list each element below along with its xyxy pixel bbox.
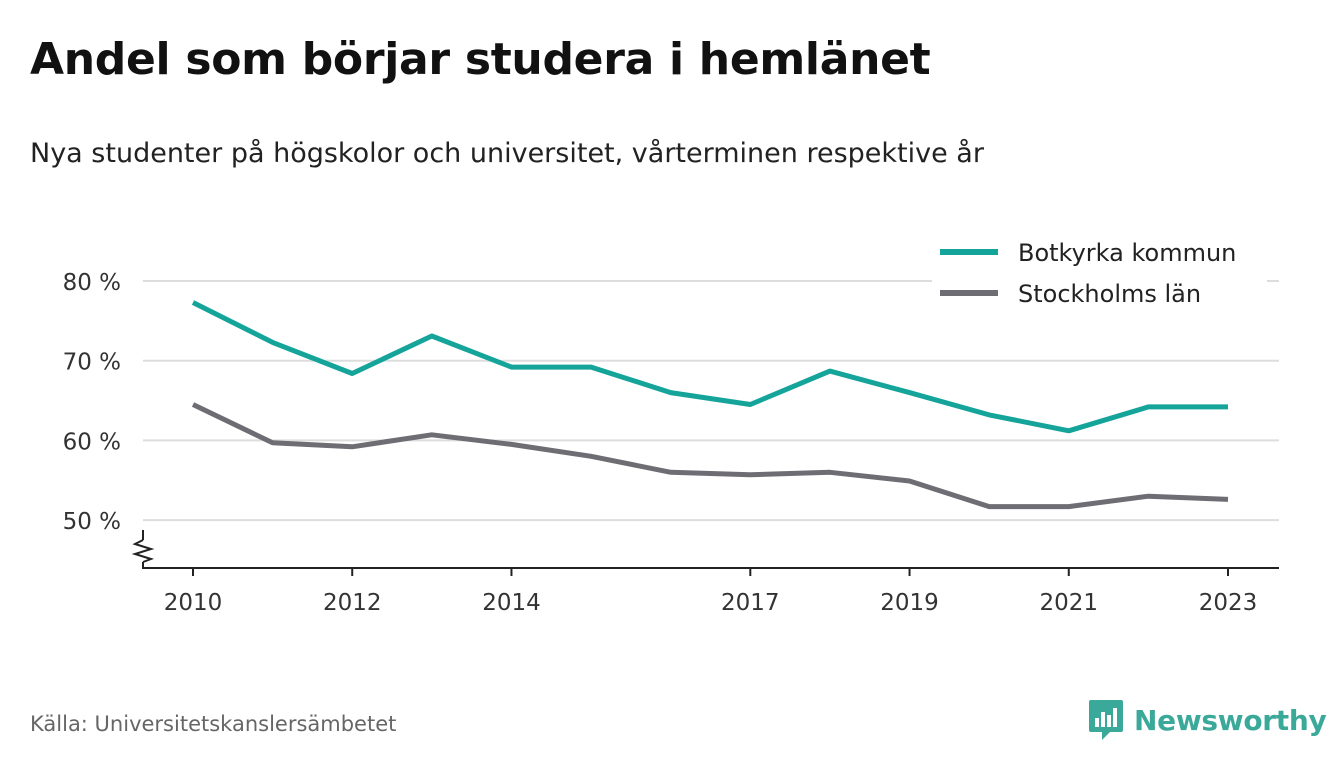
y-tick-label: 50 %	[63, 509, 121, 535]
source-note: Källa: Universitetskanslersämbetet	[30, 712, 397, 736]
legend-label: Botkyrka kommun	[1018, 239, 1236, 267]
legend: Botkyrka kommun Stockholms län	[932, 232, 1267, 314]
brand-name: Newsworthy	[1134, 703, 1327, 737]
x-tick-label: 2023	[1199, 590, 1258, 616]
x-tick-label: 2019	[880, 590, 939, 616]
series-lines	[191, 300, 1229, 510]
line-chart: 50 % 60 % 70 % 80 % 2010 2012 2014 2017 2019 2021…	[62, 232, 1279, 616]
newsworthy-logo-icon	[1089, 700, 1123, 740]
legend-background	[932, 232, 1267, 314]
x-tick-label: 2012	[323, 590, 382, 616]
y-tick-label: 60 %	[63, 429, 121, 455]
legend-label: Stockholms län	[1018, 280, 1201, 308]
y-tick-label: 80 %	[63, 270, 121, 296]
axis-break-icon	[131, 539, 155, 563]
brand-logo[interactable]: Newsworthy	[1088, 698, 1327, 742]
axes: 50 % 60 % 70 % 80 % 2010 2012 2014 2017 2019 2021…	[63, 270, 1279, 616]
series-line	[191, 402, 1229, 510]
x-tick-label: 2010	[164, 590, 223, 616]
x-tick-label: 2017	[721, 590, 780, 616]
x-tick-label: 2014	[482, 590, 541, 616]
series-line	[191, 300, 1228, 434]
chart-title: Andel som börjar studera i hemlänet	[30, 34, 931, 85]
chart-subtitle: Nya studenter på högskolor och universit…	[30, 138, 984, 169]
y-tick-label: 70 %	[63, 350, 121, 376]
x-tick-label: 2021	[1039, 590, 1098, 616]
